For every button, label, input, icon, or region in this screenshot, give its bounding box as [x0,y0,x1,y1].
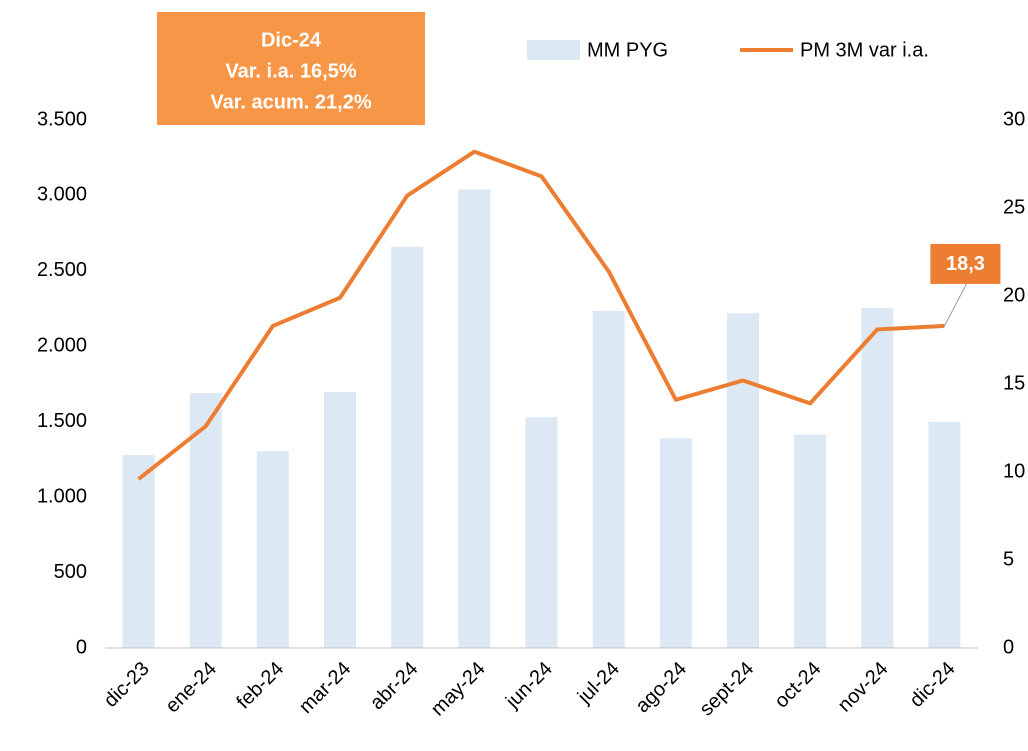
x-tick-label: nov-24 [834,658,893,717]
y-tick-label: 3.000 [37,184,87,206]
y2-tick-label: 0 [1003,636,1014,658]
value-label: 18,3 [946,253,985,275]
x-tick-label: mar-24 [295,658,355,718]
y2-tick-label: 10 [1003,460,1025,482]
y2-tick-label: 25 [1003,196,1025,218]
x-tick-label: jun-24 [501,658,557,714]
legend-label: PM 3M var i.a. [800,39,929,61]
x-tick-label: ene-24 [161,658,221,718]
bar [256,451,289,648]
bar [189,393,222,648]
x-tick-label: dic-23 [100,658,154,712]
annotation-line: Var. acum. 21,2% [210,91,371,113]
annotation-line: Dic-24 [261,29,322,51]
y-tick-label: 0 [76,636,87,658]
x-tick-label: sept-24 [695,658,758,721]
y2-tick-label: 30 [1003,108,1025,130]
value-label-box [930,243,1001,284]
bar [592,310,625,648]
y-tick-label: 2.500 [37,259,87,281]
x-tick-label: ago-24 [631,658,691,718]
bar [122,454,155,648]
y2-tick-label: 20 [1003,284,1025,306]
annotation-box [157,12,425,125]
bar [458,189,491,648]
y-tick-label: 1.500 [37,410,87,432]
bar [861,307,894,648]
bar [324,391,357,648]
x-tick-label: feb-24 [232,658,288,714]
legend-label: MM PYG [587,39,668,61]
y-tick-label: 3.500 [37,108,87,130]
leader-line [943,283,967,327]
x-tick-label: may-24 [427,658,490,721]
bar [525,417,558,648]
bar [726,313,759,648]
x-tick-label: abr-24 [366,658,422,714]
x-tick-label: oct-24 [771,658,826,713]
y-tick-label: 2.000 [37,335,87,357]
y2-tick-label: 15 [1003,372,1025,394]
y-tick-label: 500 [54,561,87,583]
line [137,149,945,481]
bar [794,434,827,648]
bar [659,438,692,648]
bar [928,421,961,648]
x-tick-label: dic-24 [906,658,960,712]
bar [391,246,424,648]
y2-tick-label: 5 [1003,548,1014,570]
y-tick-label: 1.000 [37,485,87,507]
x-tick-label: jul-24 [573,658,624,709]
legend-swatch [527,40,580,60]
annotation-line: Var. i.a. 16,5% [225,60,356,82]
